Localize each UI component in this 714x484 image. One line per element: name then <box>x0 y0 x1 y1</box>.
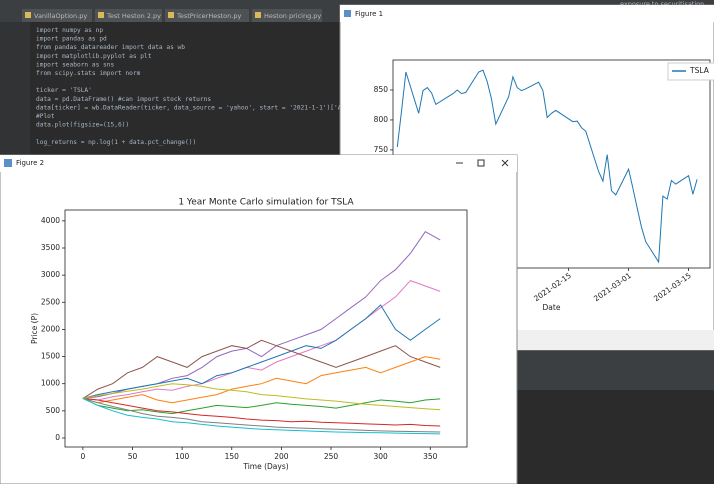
figure1-title: Figure 1 <box>355 10 383 18</box>
tab[interactable] <box>95 9 162 22</box>
code-line: data = pd.DataFrame() #can import stock … <box>36 96 211 103</box>
y-tick-label: 750 <box>374 145 389 154</box>
tab[interactable] <box>165 9 249 22</box>
y-tick-label: 1000 <box>41 379 60 388</box>
x-tick-label: 100 <box>175 452 190 461</box>
figure2-icon <box>4 159 12 167</box>
legend-box <box>667 62 714 81</box>
tab-label: TestPricerHeston.py <box>176 12 241 20</box>
x-tick-label: 200 <box>274 452 289 461</box>
y-axis-label: Price (P) <box>30 313 39 344</box>
series-line <box>82 304 441 399</box>
axes-frame <box>64 209 468 448</box>
figure1-icon <box>344 10 351 17</box>
series-line <box>82 339 441 399</box>
figure2-titlebar <box>0 155 517 172</box>
tab-label: VanillaOption.py <box>34 12 87 20</box>
code-line: data.plot(figsize=(15,6)) <box>36 122 129 129</box>
series-line <box>82 383 441 411</box>
legend-label: TSLA <box>689 66 710 75</box>
series-line <box>82 397 441 435</box>
code-line: import pandas as pd <box>36 36 107 43</box>
tab[interactable] <box>252 9 322 22</box>
y-tick-label: 800 <box>374 115 389 124</box>
tab[interactable] <box>22 9 92 22</box>
x-axis-label: Date <box>543 303 561 312</box>
x-axis-label: Time (Days) <box>242 462 288 471</box>
code-line: from scipy.stats import norm <box>36 70 141 77</box>
code-line: #Plot <box>36 113 55 120</box>
tab-icon <box>168 12 174 18</box>
code-line: ticker = 'TSLA' <box>36 87 92 94</box>
status-text: exposure to securitisation <box>620 0 704 8</box>
y-tick-label: 2500 <box>41 297 60 306</box>
x-tick-label: 350 <box>423 452 438 461</box>
x-tick-label: 50 <box>128 452 138 461</box>
series-line <box>82 356 441 404</box>
code-line: data[ticker] = wb.DataReader(ticker, dat… <box>36 104 349 111</box>
tab-icon <box>25 12 31 18</box>
y-tick-label: 500 <box>46 406 61 415</box>
x-tick-label: 150 <box>225 452 240 461</box>
chart-title: 1 Year Monte Carlo simulation for TSLA <box>178 198 354 208</box>
y-tick-label: 850 <box>374 85 389 94</box>
code-line: import numpy as np <box>36 27 103 34</box>
y-tick-label: 3500 <box>41 243 60 252</box>
code-line: import matplotlib.pyplot as plt <box>36 53 152 60</box>
y-tick-label: 3000 <box>41 270 60 279</box>
close-button[interactable] <box>501 159 509 167</box>
y-tick-label: 2000 <box>41 324 60 333</box>
y-tick-label: 0 <box>55 433 60 442</box>
x-tick-label: 300 <box>373 452 388 461</box>
series-line <box>82 397 441 415</box>
x-tick-label: 0 <box>80 452 85 461</box>
maximize-button[interactable] <box>477 159 485 167</box>
code-line: log_returns = np.log(1 + data.pct_change… <box>36 139 196 146</box>
code-line: from pandas_datareader import data as wb <box>36 44 185 51</box>
y-tick-label: 1500 <box>41 352 60 361</box>
tab-label: Heston pricing.py <box>264 12 321 20</box>
x-tick-label: 250 <box>324 452 339 461</box>
figure1-titlebar <box>340 5 714 22</box>
series-line <box>82 397 441 427</box>
series-line <box>82 280 441 401</box>
tab-icon <box>255 12 261 18</box>
series-line <box>82 397 441 433</box>
series-line <box>396 69 698 264</box>
tab-icon <box>98 12 104 18</box>
tab-label: Test Heston 2.py <box>106 12 161 20</box>
code-line: import seaborn as sns <box>36 61 115 68</box>
y-tick-label: 4000 <box>41 216 60 225</box>
figure2-title: Figure 2 <box>16 159 44 167</box>
